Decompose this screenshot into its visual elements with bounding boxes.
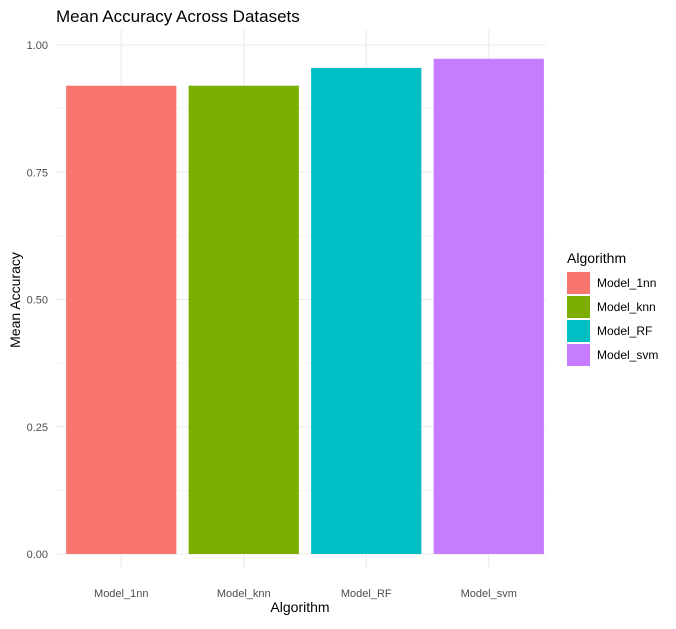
bar-model-rf: [311, 67, 422, 554]
y-tick-label: 1.00: [27, 40, 48, 52]
x-tick-label: Model_svm: [461, 588, 517, 600]
chart-title: Mean Accuracy Across Datasets: [56, 7, 300, 26]
legend-label: Model_RF: [597, 324, 652, 338]
legend-swatch: [567, 296, 590, 318]
legend-swatch: [567, 320, 590, 342]
legend-swatch: [567, 344, 590, 366]
bar-model-1nn: [66, 85, 177, 554]
x-tick-label: Model_knn: [217, 588, 271, 600]
y-tick-label: 0.75: [27, 167, 48, 179]
bars: [66, 58, 544, 554]
x-axis-ticks: Model_1nn Model_knn Model_RF Model_svm: [94, 588, 517, 600]
x-axis-title: Algorithm: [270, 599, 329, 615]
y-tick-label: 0.50: [27, 295, 48, 307]
y-tick-label: 0.00: [27, 549, 48, 561]
legend-title: Algorithm: [567, 250, 626, 266]
legend: Algorithm Model_1nn Model_knn Model_RF Mode…: [567, 250, 658, 366]
y-axis-ticks: 0.00 0.25 0.50 0.75 1.00: [27, 40, 48, 561]
x-tick-label: Model_1nn: [94, 588, 148, 600]
legend-label: Model_svm: [597, 348, 658, 362]
y-tick-label: 0.25: [27, 422, 48, 434]
legend-swatch: [567, 272, 590, 294]
y-axis-title: Mean Accuracy: [7, 252, 23, 348]
legend-label: Model_1nn: [597, 276, 656, 290]
legend-label: Model_knn: [597, 300, 656, 314]
x-tick-label: Model_RF: [341, 588, 392, 600]
bar-model-svm: [433, 58, 544, 554]
bar-model-knn: [188, 85, 299, 554]
